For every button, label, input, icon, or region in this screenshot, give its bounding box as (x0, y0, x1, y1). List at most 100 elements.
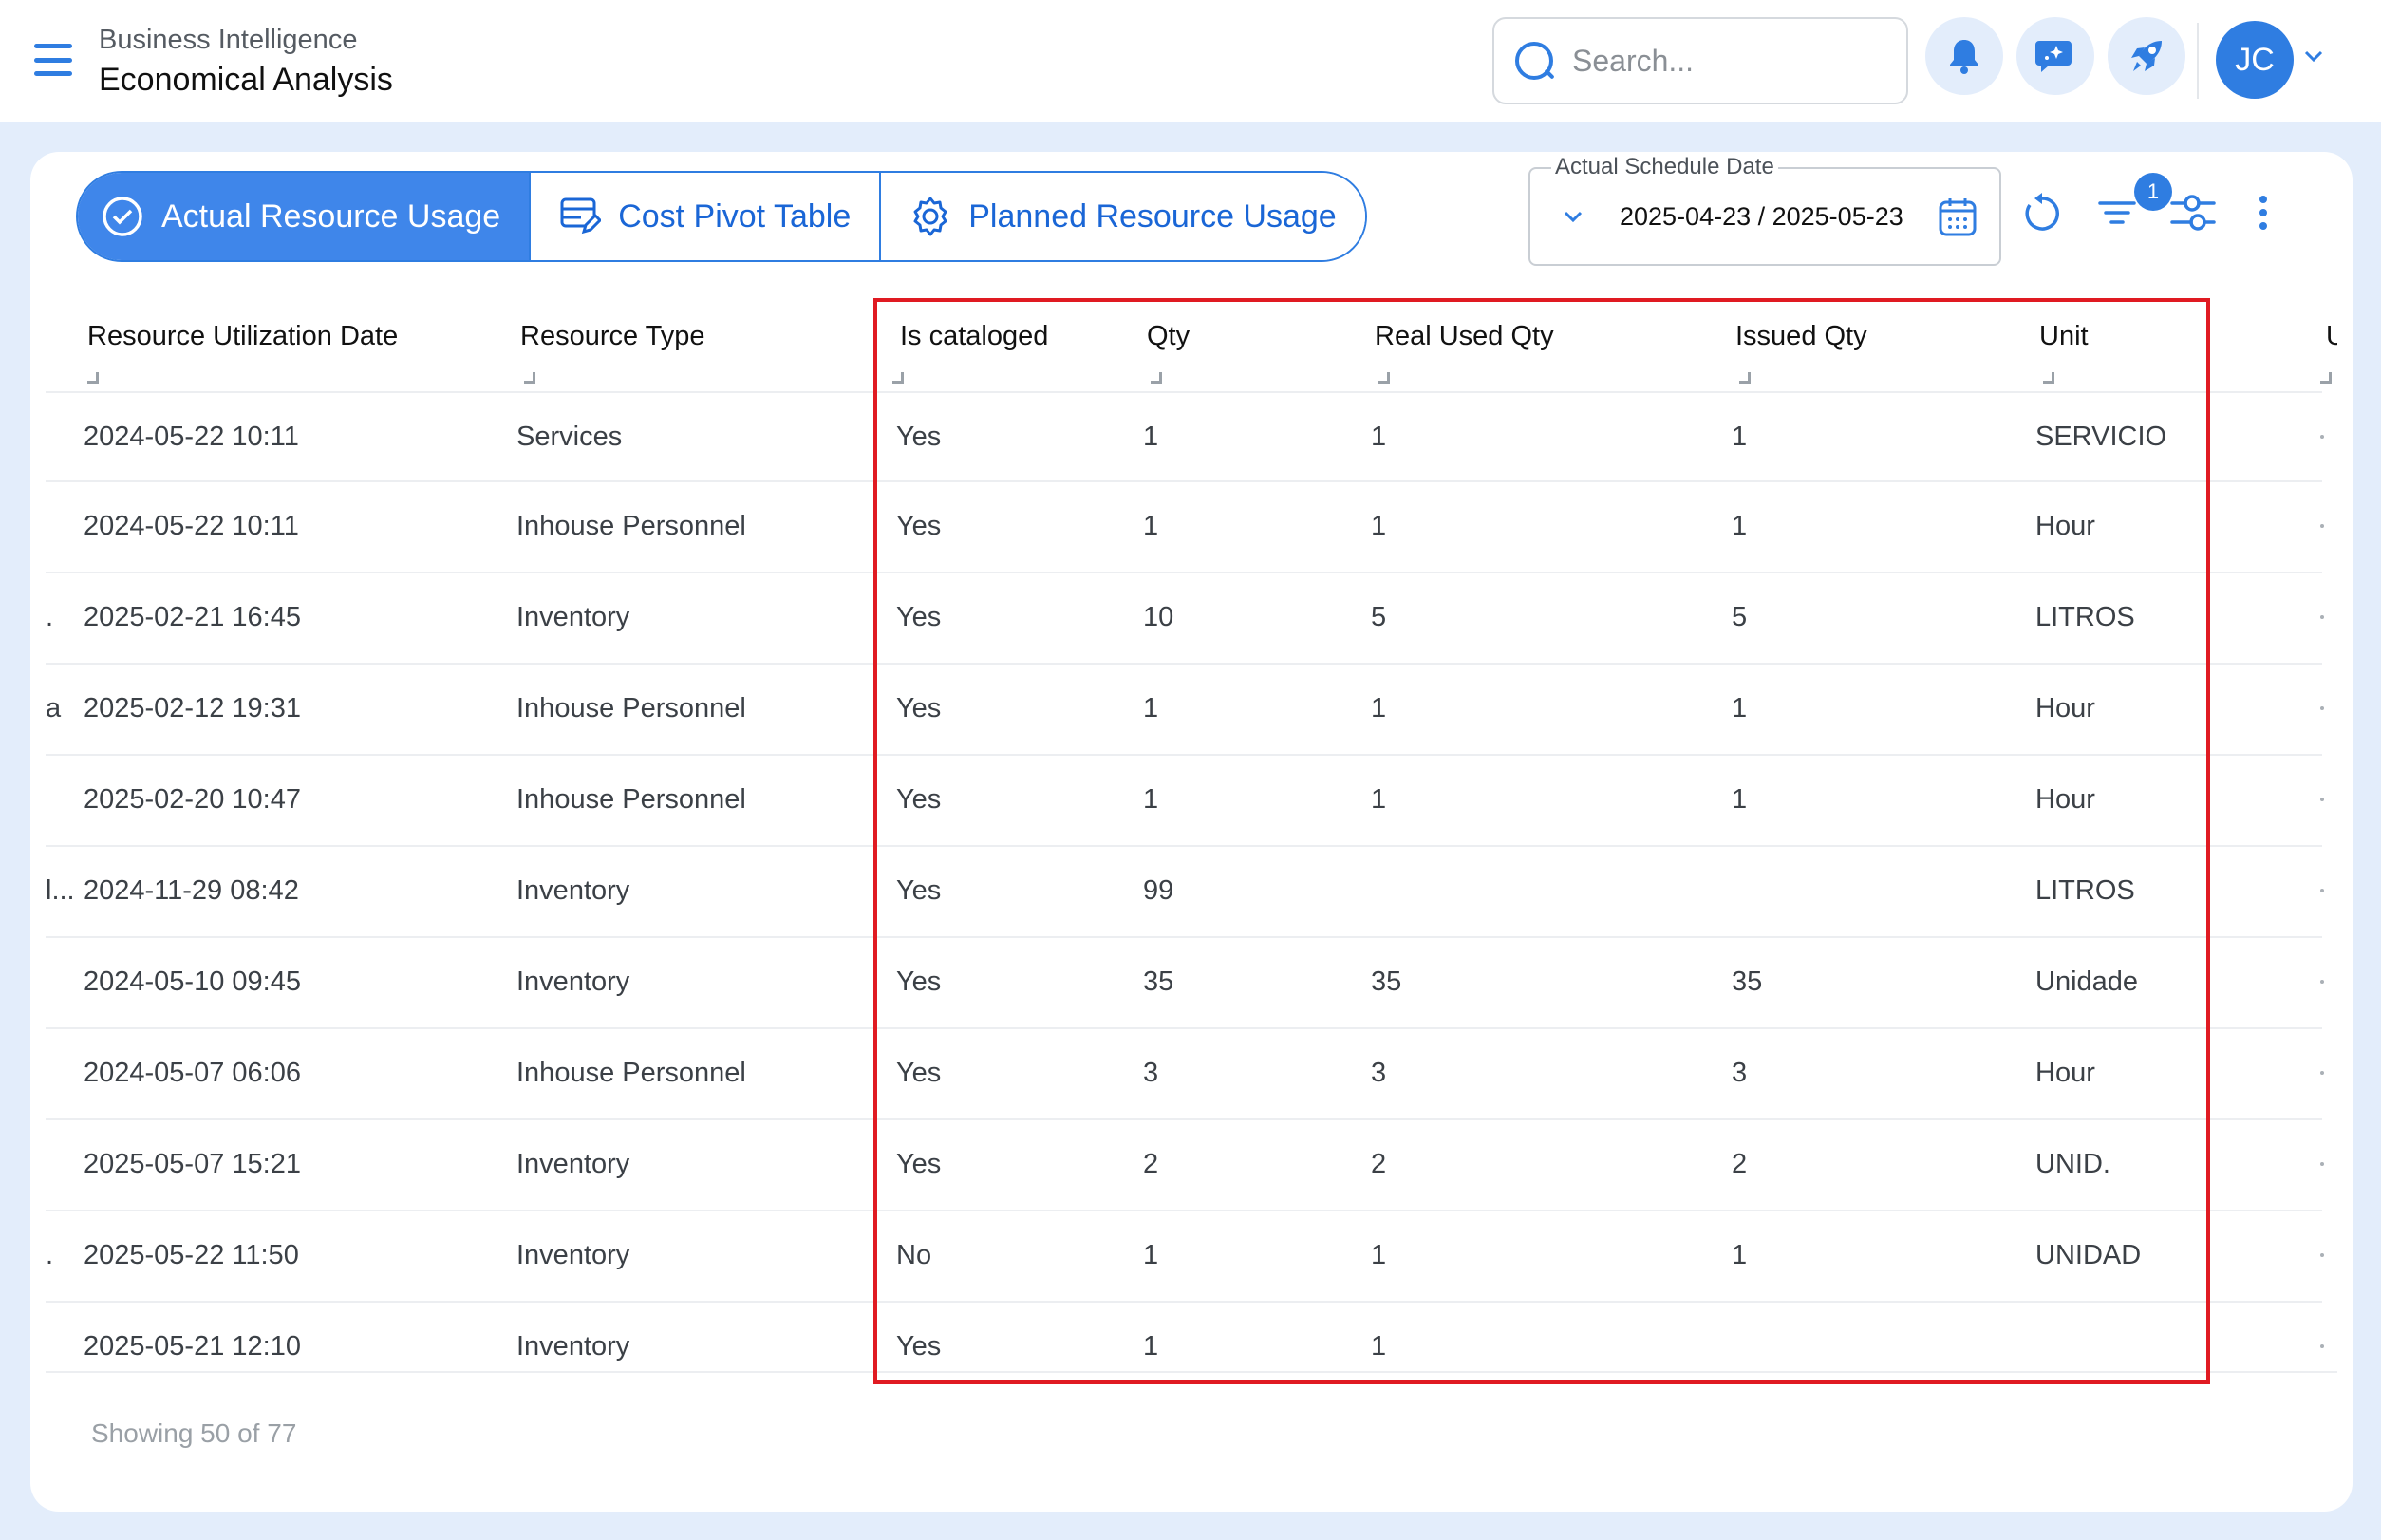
column-header-unit[interactable]: Unit (2039, 321, 2089, 351)
avatar[interactable]: JC (2216, 21, 2294, 99)
notifications-button[interactable] (1925, 17, 2003, 95)
cell-qty: 1 (1143, 1331, 1159, 1362)
tab-actual-resource-usage[interactable]: Actual Resource Usage (78, 173, 532, 260)
tab-label: Cost Pivot Table (618, 197, 852, 235)
cell-is-cataloged: Yes (896, 602, 942, 632)
column-header-issued-qty[interactable]: Issued Qty (1735, 321, 1867, 351)
cell-is-cataloged: Yes (896, 784, 942, 815)
table-row[interactable]: 2024-05-22 10:11 Inhouse Personnel Yes 1 1 1 H… (46, 482, 2324, 573)
truncated-cell-marker (2320, 706, 2324, 710)
column-resize-handle[interactable] (1378, 372, 1390, 384)
cell-truncated-lead: l... (46, 875, 75, 906)
cell-issued-qty: 1 (1732, 511, 1748, 541)
cell-qty: 35 (1143, 967, 1174, 997)
search-box[interactable] (1492, 17, 1908, 104)
search-icon (1513, 40, 1555, 82)
cell-is-cataloged: Yes (896, 875, 942, 906)
more-options-icon[interactable] (2256, 192, 2271, 234)
tab-planned-resource-usage[interactable]: Planned Resource Usage (881, 173, 1365, 260)
cell-real-used-qty: 1 (1371, 422, 1387, 452)
cell-unit: Hour (2035, 1058, 2095, 1088)
tab-cost-pivot-table[interactable]: Cost Pivot Table (531, 173, 882, 260)
cell-qty: 1 (1143, 511, 1159, 541)
truncated-cell-marker (2320, 889, 2324, 892)
cell-issued-qty: 1 (1732, 693, 1748, 723)
table-row[interactable]: 2025-02-20 10:47 Inhouse Personnel Yes 1 1 1 H… (46, 756, 2324, 847)
cell-date: 2024-05-22 10:11 (84, 422, 299, 452)
cell-resource-type: Inhouse Personnel (516, 784, 746, 815)
table-row[interactable]: 2024-05-22 10:11 Services Yes 1 1 1 SERVICIO (46, 391, 2324, 482)
cell-qty: 1 (1143, 1240, 1159, 1270)
cell-qty: 1 (1143, 784, 1159, 815)
cell-date: 2024-11-29 08:42 (84, 875, 299, 906)
table-edit-icon (560, 197, 602, 235)
launch-button[interactable] (2108, 17, 2185, 95)
cell-truncated-lead: a (46, 693, 62, 723)
calendar-icon[interactable] (1938, 196, 1978, 237)
table-row[interactable]: . 2025-02-21 16:45 Inventory Yes 10 5 5 LITROS (46, 573, 2324, 665)
table-row[interactable]: a 2025-02-12 19:31 Inhouse Personnel Yes 1 1 1… (46, 665, 2324, 756)
cell-unit: Unidade (2035, 967, 2139, 997)
search-input[interactable] (1572, 43, 1885, 79)
column-resize-handle[interactable] (892, 372, 904, 384)
column-resize-handle[interactable] (2320, 372, 2332, 384)
cell-issued-qty: 1 (1732, 784, 1748, 815)
table-row[interactable]: 2025-05-21 12:10 Inventory Yes 1 1 (46, 1303, 2324, 1386)
column-resize-handle[interactable] (1739, 372, 1751, 384)
table-row[interactable]: 2024-05-10 09:45 Inventory Yes 35 35 35 Unidad… (46, 938, 2324, 1029)
date-filter-label: Actual Schedule Date (1551, 154, 1778, 180)
truncated-cell-marker (2320, 1253, 2324, 1257)
column-header-cataloged[interactable]: Is cataloged (900, 321, 1049, 351)
cell-qty: 1 (1143, 422, 1159, 452)
column-resize-handle[interactable] (524, 372, 535, 384)
refresh-icon[interactable] (2020, 192, 2064, 235)
gear-icon (913, 197, 947, 236)
cell-truncated-lead: . (46, 602, 54, 632)
table-row[interactable]: . 2025-05-22 11:50 Inventory No 1 1 1 UNIDAD (46, 1211, 2324, 1303)
column-resize-handle[interactable] (87, 372, 99, 384)
column-header-type[interactable]: Resource Type (520, 321, 705, 351)
cell-resource-type: Inventory (516, 602, 630, 632)
cell-truncated-lead: . (46, 1240, 54, 1270)
table-row[interactable]: 2025-05-07 15:21 Inventory Yes 2 2 2 UNID. (46, 1120, 2324, 1211)
bell-icon (1950, 40, 1978, 74)
truncated-cell-marker (2320, 435, 2324, 439)
adjust-columns-icon[interactable] (2170, 192, 2216, 234)
chat-sparkle-icon (2035, 41, 2072, 72)
column-resize-handle[interactable] (2043, 372, 2054, 384)
chevron-down-icon[interactable] (2303, 49, 2324, 63)
cell-real-used-qty: 1 (1371, 784, 1387, 815)
truncated-cell-marker (2320, 980, 2324, 984)
cell-is-cataloged: Yes (896, 967, 942, 997)
check-circle-icon (103, 197, 142, 236)
cell-qty: 10 (1143, 602, 1174, 632)
chevron-down-icon[interactable] (1563, 210, 1584, 223)
cell-resource-type: Inventory (516, 875, 630, 906)
filter-icon[interactable] (2096, 192, 2138, 234)
column-resize-handle[interactable] (1151, 372, 1162, 384)
cell-unit: LITROS (2035, 602, 2135, 632)
cell-date: 2025-02-21 16:45 (84, 602, 301, 632)
menu-icon[interactable] (34, 44, 72, 76)
cell-is-cataloged: Yes (896, 693, 942, 723)
app-subtitle: Business Intelligence (99, 25, 358, 55)
table-row[interactable]: l... 2024-11-29 08:42 Inventory Yes 99 LITROS (46, 847, 2324, 938)
schedule-date-filter[interactable]: Actual Schedule Date 2025-04-23 / 2025-0… (1528, 154, 2001, 266)
column-header-truncated[interactable]: U (2326, 321, 2337, 351)
cell-real-used-qty: 1 (1371, 511, 1387, 541)
cell-resource-type: Inhouse Personnel (516, 511, 746, 541)
date-range-value: 2025-04-23 / 2025-05-23 (1620, 201, 1903, 231)
table-row[interactable]: 2024-05-07 06:06 Inhouse Personnel Yes 3 3 3 H… (46, 1029, 2324, 1120)
truncated-cell-marker (2320, 1344, 2324, 1348)
cell-resource-type: Inventory (516, 967, 630, 997)
ai-chat-button[interactable] (2016, 17, 2094, 95)
cell-real-used-qty: 5 (1371, 602, 1387, 632)
cell-real-used-qty: 1 (1371, 1331, 1387, 1362)
column-header-qty[interactable]: Qty (1147, 321, 1190, 351)
cell-issued-qty: 1 (1732, 1240, 1748, 1270)
cell-issued-qty: 35 (1732, 967, 1763, 997)
column-header-real-used-qty[interactable]: Real Used Qty (1375, 321, 1554, 351)
column-header-date[interactable]: Resource Utilization Date (87, 321, 399, 351)
truncated-cell-marker (2320, 524, 2324, 528)
truncated-cell-marker (2320, 615, 2324, 619)
